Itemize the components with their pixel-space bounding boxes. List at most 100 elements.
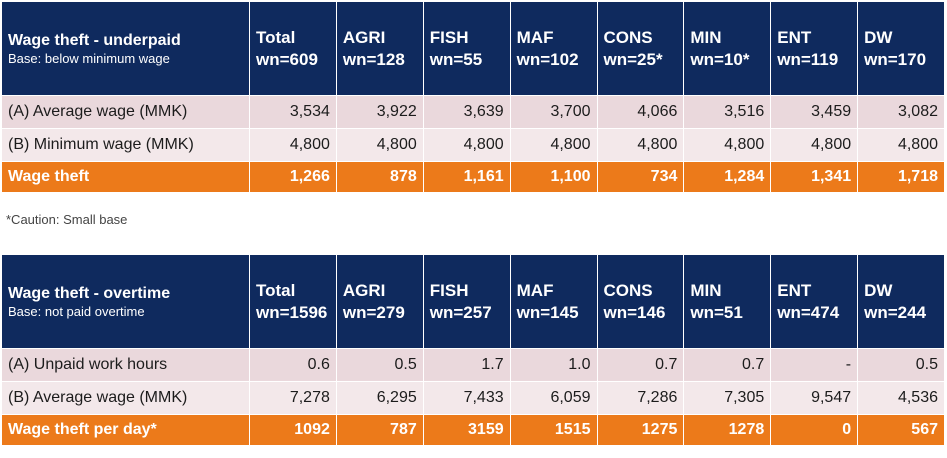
column-name: AGRI (342, 280, 386, 300)
column-wn: wn=25* (603, 49, 663, 69)
column-wn: wn=474 (777, 302, 840, 322)
overtime-header-row: Wage theft - overtime Base: not paid ove… (2, 255, 945, 349)
column-header: ENT wn=474 (771, 255, 859, 349)
table-cell: 3,700 (510, 96, 598, 129)
row-label: (A) Unpaid work hours (2, 349, 250, 382)
column-wn: wn=1596 (256, 302, 328, 322)
column-wn: wn=102 (516, 49, 579, 69)
table-cell: 4,800 (423, 129, 511, 162)
table-cell: 6,059 (510, 382, 598, 415)
underpaid-header-row: Wage theft - underpaid Base: below minim… (2, 2, 945, 96)
column-name: AGRI (342, 27, 386, 47)
underpaid-title: Wage theft - underpaid (8, 31, 181, 49)
wage-theft-row: Wage theft 1,266 878 1,161 1,100 734 1,2… (2, 162, 945, 193)
table-cell: 1,341 (771, 162, 859, 193)
column-header: MAF wn=102 (510, 2, 598, 96)
column-wn: wn=279 (342, 302, 405, 322)
table-row: (A) Unpaid work hours 0.6 0.5 1.7 1.0 0.… (2, 349, 945, 382)
table-cell: 787 (336, 415, 424, 446)
column-wn: wn=55 (429, 49, 483, 69)
column-name: DW (864, 280, 893, 300)
table-cell: 0.7 (684, 349, 772, 382)
column-header: AGRI wn=279 (336, 255, 424, 349)
column-wn: wn=10* (690, 49, 750, 69)
column-name: DW (864, 27, 893, 47)
table-row: (B) Average wage (MMK) 7,278 6,295 7,433… (2, 382, 945, 415)
table-cell: 1275 (597, 415, 685, 446)
column-wn: wn=170 (864, 49, 927, 69)
overtime-table: Wage theft - overtime Base: not paid ove… (2, 255, 945, 446)
table-cell: 4,800 (336, 129, 424, 162)
table-cell: 4,066 (597, 96, 685, 129)
table-cell: 567 (858, 415, 945, 446)
table-cell: 1,284 (684, 162, 772, 193)
overtime-title: Wage theft - overtime (8, 284, 171, 302)
table-cell: 7,433 (423, 382, 511, 415)
table-cell: 1.7 (423, 349, 511, 382)
table-cell: 1.0 (510, 349, 598, 382)
column-name: FISH (429, 27, 469, 47)
table-cell: 3,516 (684, 96, 772, 129)
column-header: AGRI wn=128 (336, 2, 424, 96)
table-cell: 4,536 (858, 382, 945, 415)
column-header: FISH wn=257 (423, 255, 511, 349)
row-label: (A) Average wage (MMK) (2, 96, 250, 129)
column-name: ENT (777, 280, 812, 300)
table-cell: 7,305 (684, 382, 772, 415)
table-cell: 1092 (250, 415, 337, 446)
row-label: Wage theft per day* (2, 415, 250, 446)
column-wn: wn=257 (429, 302, 492, 322)
table-cell: 7,278 (250, 382, 337, 415)
table-cell: 3,459 (771, 96, 859, 129)
table-row: (A) Average wage (MMK) 3,534 3,922 3,639… (2, 96, 945, 129)
column-wn: wn=146 (603, 302, 666, 322)
column-header: Total wn=1596 (250, 255, 337, 349)
table-cell: 1278 (684, 415, 772, 446)
table-cell: 9,547 (771, 382, 859, 415)
column-wn: wn=244 (864, 302, 927, 322)
table-cell: 0.7 (597, 349, 685, 382)
table-cell: 4,800 (684, 129, 772, 162)
column-header: DW wn=244 (858, 255, 945, 349)
underpaid-table: Wage theft - underpaid Base: below minim… (2, 2, 945, 193)
column-name: CONS (603, 280, 653, 300)
table-cell: 4,800 (250, 129, 337, 162)
column-header: MIN wn=51 (684, 255, 772, 349)
column-header: DW wn=170 (858, 2, 945, 96)
table-cell: 734 (597, 162, 685, 193)
column-header: CONS wn=146 (597, 255, 685, 349)
table-cell: 4,800 (771, 129, 859, 162)
wage-theft-per-day-row: Wage theft per day* 1092 787 3159 1515 1… (2, 415, 945, 446)
overtime-base: Base: not paid overtime (8, 303, 145, 319)
column-name: ENT (777, 27, 812, 47)
table-cell: 3,082 (858, 96, 945, 129)
table-cell: 0.5 (858, 349, 945, 382)
table-cell: 1515 (510, 415, 598, 446)
row-label: Wage theft (2, 162, 250, 193)
column-name: Total (256, 27, 296, 47)
column-wn: wn=119 (777, 49, 839, 69)
table-cell: 4,800 (597, 129, 685, 162)
column-name: MIN (690, 27, 722, 47)
column-name: MIN (690, 280, 722, 300)
column-header: CONS wn=25* (597, 2, 685, 96)
caution-note: *Caution: Small base (6, 212, 128, 227)
column-name: FISH (429, 280, 469, 300)
table-cell: - (771, 349, 859, 382)
column-name: MAF (516, 27, 554, 47)
column-name: CONS (603, 27, 653, 47)
column-header: MAF wn=145 (510, 255, 598, 349)
column-wn: wn=609 (256, 49, 318, 69)
table-cell: 7,286 (597, 382, 685, 415)
table-cell: 878 (336, 162, 424, 193)
table-cell: 3,534 (250, 96, 337, 129)
column-header: Total wn=609 (250, 2, 337, 96)
table-cell: 4,800 (510, 129, 598, 162)
table-cell: 0.5 (336, 349, 424, 382)
column-name: MAF (516, 280, 554, 300)
row-label: (B) Average wage (MMK) (2, 382, 250, 415)
table-cell: 0.6 (250, 349, 337, 382)
table-cell: 1,161 (423, 162, 511, 193)
underpaid-base: Base: below minimum wage (8, 50, 170, 66)
table-row: (B) Minimum wage (MMK) 4,800 4,800 4,800… (2, 129, 945, 162)
